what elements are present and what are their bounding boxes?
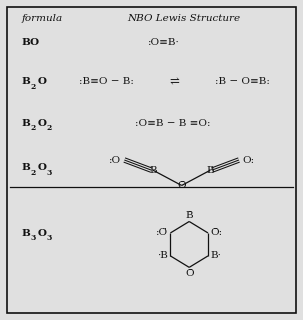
Text: NBO Lewis Structure: NBO Lewis Structure	[127, 14, 241, 23]
Text: O: O	[38, 164, 46, 172]
Text: Ḃ: Ḃ	[185, 211, 193, 220]
Text: B: B	[22, 119, 31, 128]
Text: O: O	[38, 119, 46, 128]
Text: ·B: ·B	[157, 252, 168, 260]
Text: Ö: Ö	[177, 181, 186, 190]
Text: 2: 2	[30, 169, 35, 177]
Text: :B≡O − B:: :B≡O − B:	[79, 77, 134, 86]
Text: B: B	[22, 229, 31, 238]
Text: :O≡B·: :O≡B·	[148, 38, 179, 47]
Text: 3: 3	[47, 234, 52, 242]
Text: Ö: Ö	[185, 269, 194, 278]
Text: :Ö: :Ö	[156, 228, 168, 237]
Text: B·: B·	[210, 252, 221, 260]
Text: :O: :O	[109, 156, 121, 164]
Text: BO: BO	[22, 38, 40, 47]
Text: O: O	[38, 77, 46, 86]
Text: O: O	[38, 229, 46, 238]
Text: :B − O≡B:: :B − O≡B:	[215, 77, 269, 86]
Text: 2: 2	[30, 124, 35, 132]
Text: ⇌: ⇌	[169, 76, 179, 88]
Text: :O≡B − B ≡O:: :O≡B − B ≡O:	[135, 119, 210, 128]
Text: B: B	[149, 166, 157, 175]
Text: Ö:: Ö:	[210, 228, 222, 237]
Text: formula: formula	[22, 14, 63, 23]
Text: B: B	[22, 77, 31, 86]
Text: 3: 3	[30, 234, 36, 242]
FancyBboxPatch shape	[7, 7, 296, 313]
Text: 3: 3	[47, 169, 52, 177]
Text: O:: O:	[242, 156, 254, 164]
Text: 2: 2	[30, 83, 35, 91]
Text: 2: 2	[47, 124, 52, 132]
Text: B: B	[207, 166, 214, 175]
Text: B: B	[22, 164, 31, 172]
